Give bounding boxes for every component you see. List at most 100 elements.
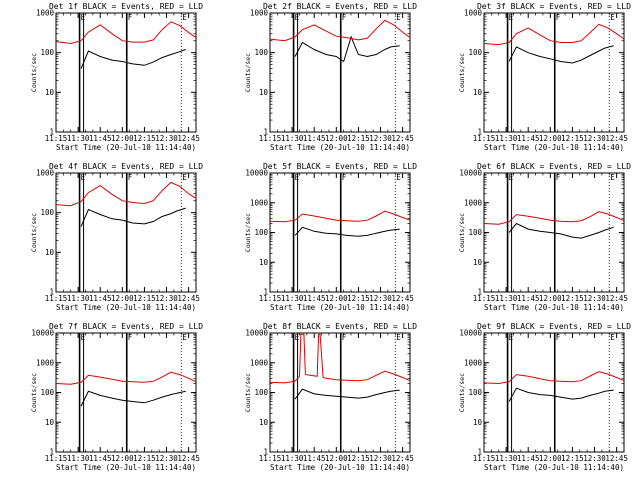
lld-series-line [483, 211, 625, 225]
event-marker-label: F [128, 13, 133, 22]
panel-title: Det 6f BLACK = Events, RED = LLD [477, 162, 631, 171]
panel-title: Det 8f BLACK = Events, RED = LLD [263, 322, 417, 331]
y-tick-label: 1000 [250, 198, 269, 207]
panel-title: Det 2f BLACK = Events, RED = LLD [263, 2, 417, 11]
events-series-line [294, 226, 400, 237]
x-tick-label: 11:15 [45, 454, 68, 463]
panel-title: Det 5f BLACK = Events, RED = LLD [263, 162, 417, 171]
x-tick-label: 11:30 [495, 454, 518, 463]
x-tick-label: 12:30 [369, 454, 392, 463]
x-tick-label: 11:30 [495, 134, 518, 143]
x-tick-label: 12:30 [583, 134, 606, 143]
events-series-line [294, 388, 400, 400]
lld-series-line [269, 210, 411, 223]
x-tick-label: 12:30 [155, 294, 178, 303]
x-tick-label: 12:00 [111, 454, 134, 463]
event-marker-label: E [182, 13, 187, 22]
event-marker-label: F [342, 173, 347, 182]
x-tick-label: 12:15 [561, 454, 584, 463]
x-tick-label: 12:45 [605, 134, 628, 143]
y-axis-label: Counts/sec [458, 373, 466, 412]
x-tick-label: 11:45 [89, 454, 112, 463]
x-tick-label: 12:00 [111, 294, 134, 303]
y-tick-label: 10000 [459, 169, 482, 178]
y-tick-label: 10000 [459, 329, 482, 338]
event-marker-label: E [182, 173, 187, 182]
y-tick-label: 10000 [31, 329, 54, 338]
x-axis-label: Start Time (20-Jul-10 11:14:40) [56, 463, 196, 472]
x-tick-label: 12:15 [133, 454, 156, 463]
x-tick-label: 12:45 [177, 454, 200, 463]
y-tick-label: 10 [259, 258, 269, 267]
x-tick-label: 11:15 [45, 134, 68, 143]
x-tick-label: 12:45 [177, 134, 200, 143]
y-tick-label: 100 [468, 228, 482, 237]
x-tick-label: 12:00 [539, 294, 562, 303]
event-marker-label: F [128, 173, 133, 182]
y-tick-label: 10 [473, 418, 483, 427]
x-axis-label: Start Time (20-Jul-10 11:14:40) [484, 463, 624, 472]
event-marker-label: F [342, 333, 347, 342]
x-tick-label: 11:45 [303, 454, 326, 463]
lld-series-line [269, 333, 411, 384]
x-axis-label: Start Time (20-Jul-10 11:14:40) [484, 303, 624, 312]
y-tick-label: 1000 [36, 169, 55, 178]
panel-4: Det 4f BLACK = Events, RED = LLD 1 10 100 10… [30, 162, 203, 312]
y-tick-label: 100 [468, 48, 482, 57]
x-tick-label: 12:45 [177, 294, 200, 303]
x-tick-label: 12:00 [111, 134, 134, 143]
x-axis-label: Start Time (20-Jul-10 11:14:40) [270, 463, 410, 472]
events-series-line [80, 49, 186, 69]
x-tick-label: 12:15 [347, 294, 370, 303]
x-tick-label: 12:30 [369, 294, 392, 303]
x-tick-label: 12:00 [325, 454, 348, 463]
y-tick-label: 10 [259, 418, 269, 427]
x-tick-label: 12:30 [583, 454, 606, 463]
y-tick-label: 10 [473, 258, 483, 267]
y-tick-label: 1 [477, 288, 482, 297]
x-tick-label: 12:15 [561, 134, 584, 143]
y-tick-label: 1000 [36, 9, 55, 18]
y-tick-label: 100 [254, 48, 268, 57]
event-marker-label: F [556, 333, 561, 342]
y-axis-label: Counts/sec [30, 53, 38, 92]
x-tick-label: 12:45 [391, 294, 414, 303]
x-tick-label: 12:00 [539, 134, 562, 143]
y-axis-label: Counts/sec [244, 53, 252, 92]
y-tick-label: 1000 [36, 358, 55, 367]
y-tick-label: 10 [473, 88, 483, 97]
x-tick-label: 12:00 [325, 294, 348, 303]
panel-title: Det 1f BLACK = Events, RED = LLD [49, 2, 203, 11]
y-axis-label: Counts/sec [244, 213, 252, 252]
event-marker-label: E [396, 13, 401, 22]
x-axis-label: Start Time (20-Jul-10 11:14:40) [56, 143, 196, 152]
y-tick-label: 100 [40, 48, 54, 57]
y-tick-label: 1000 [464, 358, 483, 367]
x-tick-label: 11:45 [89, 294, 112, 303]
panel-title: Det 4f BLACK = Events, RED = LLD [49, 162, 203, 171]
panel-5: Det 5f BLACK = Events, RED = LLD 1 10 100 10… [244, 162, 417, 312]
event-marker-label: E [610, 173, 615, 182]
panel-9: Det 9f BLACK = Events, RED = LLD 1 10 100 10… [458, 322, 631, 472]
event-marker-label: E [396, 173, 401, 182]
x-tick-label: 11:30 [67, 294, 90, 303]
x-tick-label: 11:15 [473, 454, 496, 463]
y-tick-label: 100 [40, 388, 54, 397]
panel-title: Det 3f BLACK = Events, RED = LLD [477, 2, 631, 11]
x-tick-label: 11:15 [45, 294, 68, 303]
y-tick-label: 1000 [464, 198, 483, 207]
events-series-line [80, 390, 186, 407]
x-tick-label: 12:15 [347, 454, 370, 463]
y-tick-label: 1 [49, 128, 54, 137]
x-tick-label: 12:45 [391, 454, 414, 463]
x-tick-label: 12:30 [583, 294, 606, 303]
panel-7: Det 7f BLACK = Events, RED = LLD 1 10 100 10… [30, 322, 203, 472]
y-tick-label: 10 [45, 418, 55, 427]
events-series-line [508, 45, 614, 64]
y-tick-label: 100 [468, 388, 482, 397]
events-series-line [508, 222, 614, 239]
x-tick-label: 12:00 [325, 134, 348, 143]
lld-series-line [269, 19, 411, 42]
y-tick-label: 1000 [250, 9, 269, 18]
